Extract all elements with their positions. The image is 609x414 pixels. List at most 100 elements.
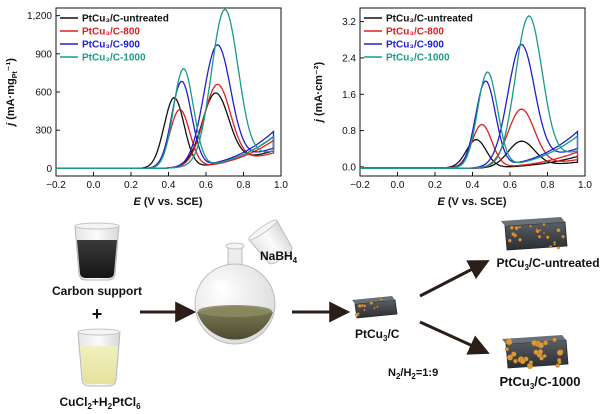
legend-label-c800: PtCu₃/C-800: [386, 27, 444, 38]
atmosphere-label: N2/H2=1:9: [388, 367, 438, 381]
nanoparticle-dot: [535, 228, 538, 231]
untreated-label: PtCu3/C-untreated: [496, 256, 599, 272]
nanoparticle-dot: [542, 222, 546, 226]
legend-label-c900: PtCu₃/C-900: [82, 40, 140, 51]
arrow-to-annealed: [419, 320, 490, 355]
nanoparticle-dot: [556, 246, 560, 250]
nanoparticle-dot: [537, 342, 545, 349]
nanoparticle-dot: [553, 242, 556, 246]
series-c1000: [360, 15, 579, 170]
nanoparticle-dot: [369, 301, 374, 305]
chart1-ylabel: j (mA·mgPt⁻¹): [5, 58, 19, 128]
nanoparticle-dot: [561, 234, 565, 239]
nanoparticle-dot: [546, 235, 550, 240]
nanoparticle-dot: [357, 304, 362, 308]
nanoparticle-dot: [543, 340, 549, 346]
nanoparticle-dot: [539, 355, 544, 361]
xtick-label: 0.2: [124, 180, 138, 191]
legend-label-c800: PtCu₃/C-800: [82, 27, 140, 38]
ytick-label: 600: [35, 88, 52, 99]
series-c1000: [56, 8, 275, 170]
nanoparticle-dot: [531, 339, 537, 346]
nanoparticle-dot: [507, 238, 512, 243]
plus-sign: +: [92, 304, 103, 324]
ytick-label: 3.2: [342, 17, 356, 28]
nanoparticle-dot: [514, 226, 519, 231]
nanoparticle-dot: [376, 305, 379, 308]
cv-curve-c1000: [360, 15, 579, 170]
nanoparticle-dot: [538, 229, 542, 232]
carbon-beaker-icon: [74, 222, 120, 281]
annealed-label: PtCu3/C-1000: [499, 374, 580, 391]
legend-label-c1000: PtCu₃/C-1000: [82, 53, 146, 64]
chart-specific-activity: −0.2 0.0 0.2 0.4 0.6 0.8 1.0 0.0 0.8 1.6 2.4 3.2 Pt…: [313, 7, 592, 208]
nanoparticle-dot: [543, 231, 546, 234]
nanoparticle-dot: [361, 304, 365, 308]
nanoparticle-dot: [529, 224, 532, 228]
nanoparticle-dot: [542, 354, 547, 359]
nabh4-label: NaBH4: [260, 249, 298, 265]
nanoparticle-dot: [506, 354, 514, 361]
nanoparticle-dot: [373, 307, 376, 310]
ytick-label: 0.8: [342, 126, 356, 137]
intermediate-label: PtCu3/C: [355, 327, 400, 343]
nanoparticle-dot: [505, 338, 513, 346]
xtick-label: 0.4: [466, 180, 480, 191]
nanoparticle-dot: [556, 358, 562, 363]
legend-label-untreated: PtCu₃/C-untreated: [386, 14, 473, 25]
legend-label-c1000: PtCu₃/C-1000: [386, 53, 450, 64]
intermediate-slab-icon: [352, 296, 398, 319]
nanoparticle-dot: [355, 312, 359, 317]
xtick-label: 0.8: [237, 180, 251, 191]
xtick-label: 1.0: [274, 180, 288, 191]
nanoparticle-dot: [363, 309, 366, 312]
chart1-xlabel: E (V vs. SCE): [133, 196, 202, 208]
xtick-label: 0.0: [391, 180, 405, 191]
xtick-label: −0.2: [46, 180, 66, 191]
chart2-xlabel: E (V vs. SCE): [437, 196, 506, 208]
precursor-beaker-icon: [77, 328, 121, 387]
nanoparticle-dot: [555, 363, 560, 368]
nanoparticle-dot: [556, 228, 561, 233]
ytick-label: 2.4: [342, 53, 356, 64]
cv-curve-c1000: [56, 8, 275, 170]
nanoparticle-dot: [537, 349, 544, 355]
untreated-slab-icon: [501, 217, 568, 251]
nanoparticle-dot: [519, 358, 526, 365]
xtick-label: 0.8: [541, 180, 555, 191]
legend-label-untreated: PtCu₃/C-untreated: [82, 14, 169, 25]
nanoparticle-dot: [552, 337, 557, 343]
ytick-label: 300: [35, 126, 52, 137]
chart2-ylabel: j (mA·cm⁻²): [313, 62, 325, 125]
ytick-label: 0: [46, 164, 52, 175]
nanoparticle-dot: [379, 297, 383, 301]
ytick-label: 900: [35, 49, 52, 60]
nanoparticle-dot: [509, 225, 514, 230]
xtick-label: 0.6: [199, 180, 213, 191]
nanoparticle-dot: [528, 360, 533, 365]
ytick-label: 1.6: [342, 90, 356, 101]
ytick-label: 0.0: [342, 162, 356, 173]
nanoparticle-dot: [549, 245, 553, 249]
nanoparticle-dot: [556, 349, 564, 356]
legend-label-c900: PtCu₃/C-900: [386, 40, 444, 51]
chart-mass-activity: −0.2 0.0 0.2 0.4 0.6 0.8 1.0 0 300 600 900 1,200 Pt…: [5, 7, 288, 208]
carbon-support-label: Carbon support: [52, 284, 142, 298]
nanoparticle-dot: [511, 232, 516, 237]
synthesis-schematic: Carbon support + CuCl2+H2PtCl6 NaBH4: [52, 217, 600, 411]
ytick-label: 1,200: [27, 11, 52, 22]
xtick-label: 1.0: [578, 180, 592, 191]
nanoparticle-dot: [518, 237, 522, 242]
annealed-slab-icon: [502, 335, 569, 369]
nanoparticle-dot: [505, 347, 510, 352]
nanoparticle-dot: [518, 225, 522, 229]
xtick-label: 0.2: [428, 180, 442, 191]
nanoparticle-dot: [533, 349, 539, 355]
nanoparticle-dot: [537, 234, 542, 239]
xtick-label: 0.6: [503, 180, 517, 191]
xtick-label: 0.0: [87, 180, 101, 191]
xtick-label: 0.4: [162, 180, 176, 191]
xtick-label: −0.2: [350, 180, 370, 191]
nanoparticle-dot: [511, 351, 517, 357]
